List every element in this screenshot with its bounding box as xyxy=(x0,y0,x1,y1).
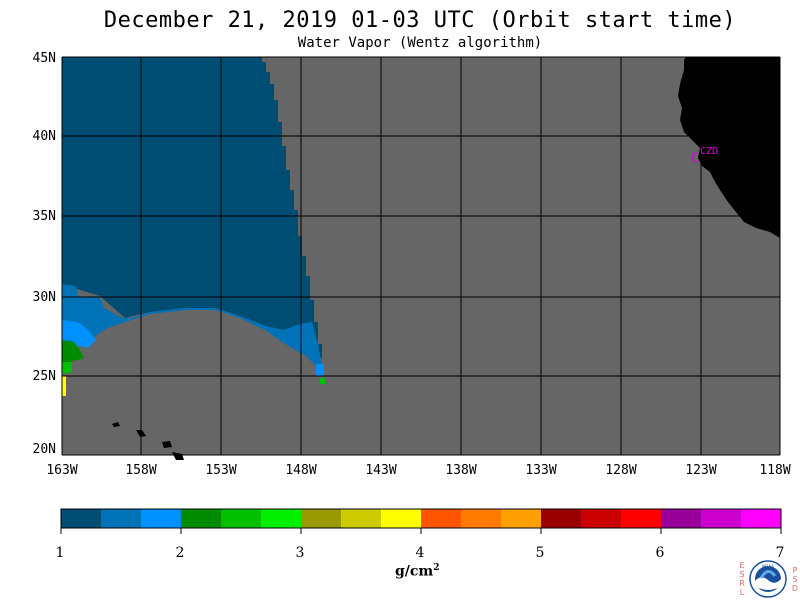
lat-label: 25N xyxy=(32,369,56,384)
units-base: g/cm xyxy=(395,563,434,580)
colorbar xyxy=(60,508,782,534)
colorbar-tick: 3 xyxy=(295,545,305,561)
logo-letter: E xyxy=(739,561,745,570)
colorbar-swatch xyxy=(421,509,461,528)
colorbar-swatch xyxy=(181,509,221,528)
lon-label: 158W xyxy=(125,463,157,478)
hawaiian-islands xyxy=(112,422,184,460)
logo-letter: S xyxy=(792,575,798,584)
colorbar-swatch xyxy=(621,509,661,528)
map-title: December 21, 2019 01-03 UTC (Orbit start… xyxy=(103,8,737,33)
logo-badge-text: NOAA xyxy=(762,564,774,569)
colorbar-swatch xyxy=(741,509,781,528)
colorbar-swatch xyxy=(101,509,141,528)
colorbar-swatch xyxy=(341,509,381,528)
lat-label: 40N xyxy=(32,129,56,144)
colorbar-swatch xyxy=(661,509,701,528)
lon-label: 148W xyxy=(285,463,317,478)
colorbar-tick: 7 xyxy=(775,545,785,561)
colorbar-swatch xyxy=(461,509,501,528)
colorbar-swatch xyxy=(301,509,341,528)
lat-label: 45N xyxy=(32,51,56,66)
noaa-logo-icon: NOAA xyxy=(749,560,787,598)
vapor-swath-dark-blue xyxy=(62,57,322,358)
logo-letter: P xyxy=(792,566,798,575)
lat-label: 30N xyxy=(32,290,56,305)
colorbar-swatch xyxy=(261,509,301,528)
lon-label: 143W xyxy=(365,463,397,478)
vapor-swath-yellow xyxy=(62,376,66,396)
logo-letter: D xyxy=(791,584,799,593)
units-exponent: 2 xyxy=(433,563,440,573)
colorbar-swatch xyxy=(541,509,581,528)
station-label: CZD xyxy=(700,146,719,157)
colorbar-tick: 4 xyxy=(415,545,425,561)
lat-label: 20N xyxy=(32,442,56,457)
lon-label: 128W xyxy=(605,463,637,478)
logo-letter: R xyxy=(739,579,745,588)
colorbar-units: g/cm2 xyxy=(395,563,440,580)
land-north-america xyxy=(678,57,780,238)
vapor-swath-green xyxy=(62,340,84,364)
lon-label: 118W xyxy=(759,463,791,478)
lat-lon-grid xyxy=(61,56,781,456)
lon-label: 123W xyxy=(685,463,717,478)
colorbar-swatch xyxy=(61,509,101,528)
water-vapor-map xyxy=(61,56,781,460)
vapor-swath-mid-blue xyxy=(62,284,322,366)
logo-letter: S xyxy=(739,570,745,579)
lon-label: 133W xyxy=(525,463,557,478)
colorbar-swatch xyxy=(381,509,421,528)
lon-label: 163W xyxy=(46,463,78,478)
colorbar-tick: 1 xyxy=(55,545,65,561)
colorbar-tick: 5 xyxy=(535,545,545,561)
colorbar-swatch xyxy=(701,509,741,528)
colorbar-tick: 2 xyxy=(175,545,185,561)
map-subtitle: Water Vapor (Wentz algorithm) xyxy=(297,35,543,51)
colorbar-swatch xyxy=(141,509,181,528)
noaa-esrl-psd-logo: E S R L NOAA P S D xyxy=(736,557,800,600)
lon-label: 153W xyxy=(205,463,237,478)
colorbar-swatch xyxy=(221,509,261,528)
lat-label: 35N xyxy=(32,209,56,224)
colorbar-tick: 6 xyxy=(655,545,665,561)
station-marker-icon xyxy=(692,152,698,163)
lon-label: 138W xyxy=(445,463,477,478)
colorbar-swatch xyxy=(581,509,621,528)
colorbar-swatch xyxy=(501,509,541,528)
logo-letter: L xyxy=(739,588,745,597)
